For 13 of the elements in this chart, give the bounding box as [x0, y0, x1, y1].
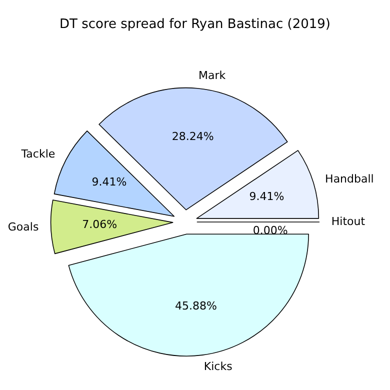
- data-label: 28.24%: [172, 130, 214, 143]
- slice-label: Mark: [198, 69, 226, 82]
- slice-label: Handball: [325, 172, 374, 186]
- slice-label: Tackle: [20, 147, 56, 160]
- data-label: 9.41%: [249, 190, 284, 204]
- chart-title: DT score spread for Ryan Bastinac (2019): [59, 17, 331, 32]
- data-label: 45.88%: [175, 300, 217, 313]
- data-label: 7.06%: [82, 218, 118, 232]
- slice-label: Goals: [8, 220, 39, 234]
- text: 0.00%: [252, 224, 288, 238]
- data-label: 9.41%: [92, 176, 127, 189]
- category-label: Hitout: [331, 215, 366, 228]
- slice-label: Kicks: [204, 360, 233, 374]
